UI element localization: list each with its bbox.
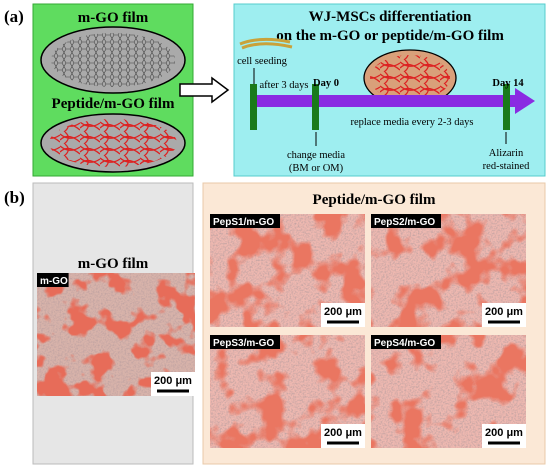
graphene [51,33,175,87]
step-label: Alizarin [489,148,524,159]
image-tag: PepS1/m-GO [213,217,274,228]
image-tag: PepS3/m-GO [213,338,274,349]
panel-label: (b) [4,188,25,207]
step-label: cell seeding [237,56,288,67]
step-label: (BM or OM) [289,163,344,174]
scale-label: 200 μm [324,427,362,439]
timeline [252,88,535,114]
scale-label: 200 μm [485,427,523,439]
cells-icon [239,37,293,50]
step-label: change media [287,150,345,161]
step-label: after 3 days [260,80,309,91]
scale-label: 200 μm [324,306,362,318]
step-label: replace media every 2-3 days [350,117,473,128]
group-title: Peptide/m-GO film [313,192,436,208]
image-tag-bg [210,214,280,228]
film-title: m-GO film [78,10,149,26]
peptide-fibers [370,55,450,101]
day-label: Day 14 [492,78,524,89]
film-title: Peptide/m-GO film [52,96,175,112]
protocol-title: on the m-GO or peptide/m-GO film [276,28,504,44]
day-label: Day 0 [313,78,339,89]
scale-label: 200 μm [485,306,523,318]
panel-label: (a) [4,7,24,26]
timepoint [312,84,319,130]
timepoint [250,84,257,130]
image-tag-bg [371,214,441,228]
scale-label: 200 μm [154,375,192,387]
image-tag-bg [371,335,441,349]
image-tag-bg [210,335,280,349]
arrow [179,76,230,104]
image-tag: m-GO [40,276,68,287]
image-tag: PepS2/m-GO [374,217,435,228]
protocol-title: WJ-MSCs differentiation [309,9,472,25]
group-title: m-GO film [78,256,149,272]
peptide-fibers [49,119,177,167]
image-tag: PepS4/m-GO [374,338,435,349]
image-tag-bg [37,273,69,287]
step-label: red-stained [483,161,530,172]
timepoint [503,84,510,130]
